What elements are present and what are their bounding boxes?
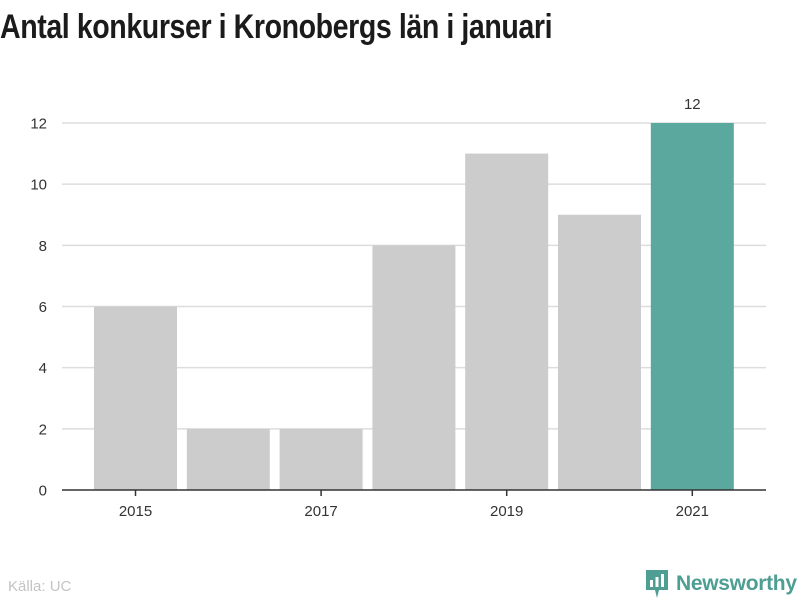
source-note: Källa: UC — [8, 578, 72, 595]
y-tick-label: 10 — [30, 177, 47, 194]
bar-2018 — [372, 245, 456, 490]
brand-logo: Newsworthy — [644, 568, 797, 600]
data-labels: 12 — [684, 96, 701, 113]
y-axis-tick-labels: 0 2 4 6 8 10 12 — [30, 116, 47, 500]
x-axis-tick-labels: 2015 2017 2019 2021 — [119, 490, 709, 520]
bar-2016 — [186, 428, 270, 490]
y-tick-label: 2 — [39, 421, 47, 438]
bar-2021 — [650, 123, 734, 490]
data-label: 12 — [684, 96, 701, 113]
x-tick-label: 2021 — [676, 503, 709, 520]
y-tick-label: 12 — [30, 116, 47, 133]
newsworthy-logo-icon — [646, 570, 668, 598]
chart-title: Antal konkurser i Kronobergs län i janua… — [0, 8, 553, 46]
y-tick-label: 6 — [39, 299, 47, 316]
bar-2019 — [465, 153, 549, 491]
x-tick-label: 2019 — [490, 503, 523, 520]
y-tick-label: 4 — [39, 360, 47, 377]
bar-2017 — [279, 428, 363, 490]
bar-2015 — [94, 306, 177, 490]
x-tick-label: 2015 — [119, 503, 152, 520]
y-tick-label: 8 — [39, 238, 47, 255]
x-tick-label: 2017 — [304, 503, 337, 520]
y-tick-label: 0 — [39, 483, 47, 500]
bar-2020 — [558, 214, 641, 490]
bars — [94, 123, 734, 491]
brand-name: Newsworthy — [676, 572, 797, 595]
